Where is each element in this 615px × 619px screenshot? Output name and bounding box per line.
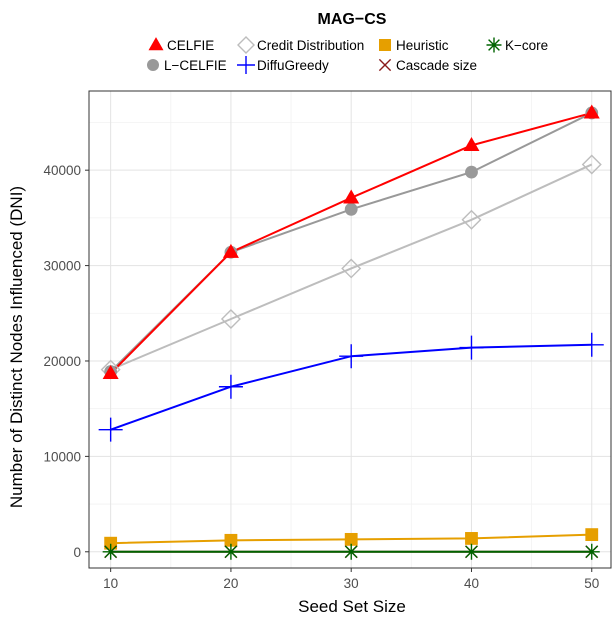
x-tick-label: 10	[103, 576, 118, 591]
x-tick-label: 40	[464, 576, 479, 591]
data-point	[459, 335, 484, 360]
x-tick-label: 20	[223, 576, 238, 591]
data-point	[579, 332, 604, 357]
data-point	[341, 258, 362, 279]
data-point	[344, 202, 358, 216]
legend-label: K−core	[505, 38, 548, 53]
data-point	[224, 533, 238, 547]
legend-label: L−CELFIE	[164, 58, 227, 73]
legend-key	[237, 36, 255, 54]
plot-panel	[89, 91, 611, 568]
y-tick-label: 40000	[43, 163, 81, 178]
x-tick-label: 30	[344, 576, 359, 591]
data-point	[581, 154, 602, 175]
data-point	[465, 165, 478, 179]
data-point	[463, 136, 480, 151]
legend-label: Credit Distribution	[257, 38, 364, 53]
data-point	[104, 536, 118, 550]
data-point	[220, 309, 241, 329]
y-tick-label: 30000	[43, 259, 81, 274]
y-axis-label: Number of Distinct Nodes Influenced (DNI…	[7, 186, 26, 508]
data-point	[339, 344, 364, 369]
legend-key	[237, 56, 255, 74]
series-line	[110, 163, 593, 371]
data-point	[218, 374, 243, 399]
data-point	[98, 417, 123, 442]
data-point	[222, 543, 239, 560]
data-point	[343, 189, 360, 204]
legend-label: Cascade size	[396, 58, 477, 73]
chart-title: MAG−CS	[318, 11, 387, 28]
plot-border	[88, 90, 612, 569]
x-axis-label: Seed Set Size	[298, 597, 406, 616]
data-point	[343, 543, 360, 560]
data-point	[585, 528, 599, 542]
data-point	[583, 104, 600, 119]
y-tick-label: 10000	[43, 449, 81, 464]
legend-label: CELFIE	[167, 38, 214, 53]
legend-key	[147, 59, 159, 71]
y-tick-label: 20000	[43, 354, 81, 369]
legend-key	[486, 37, 502, 53]
data-point	[102, 364, 119, 379]
data-point	[463, 543, 480, 560]
data-point	[465, 532, 478, 545]
data-point	[583, 543, 600, 560]
y-tick-label: 0	[73, 545, 81, 560]
data-point	[102, 543, 119, 560]
x-tick-label: 50	[584, 576, 599, 591]
plot-area: 10 20 30 40 50 0 10000 20000 30000 40000	[43, 90, 612, 591]
legend-label: DiffuGreedy	[257, 58, 329, 73]
data-point	[461, 209, 482, 230]
legend: CELFIE Credit Distribution Heuristic K−core…	[147, 36, 548, 74]
legend-key	[148, 37, 164, 51]
data-point	[222, 243, 239, 258]
legend-key	[379, 39, 391, 51]
data-point	[344, 532, 358, 546]
legend-key	[378, 58, 392, 72]
legend-label: Heuristic	[396, 38, 449, 53]
